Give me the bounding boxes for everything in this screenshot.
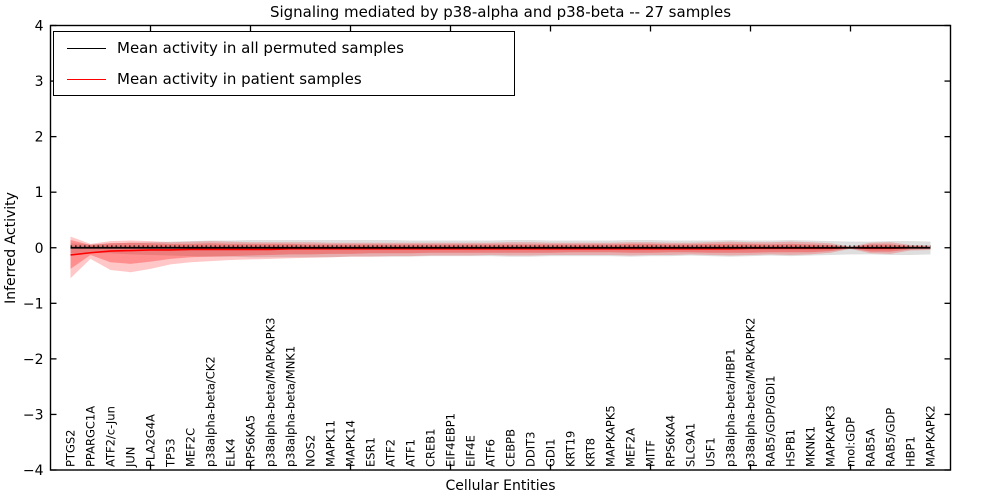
x-category-label: USF1 (704, 437, 718, 467)
x-category-label: p38alpha-beta/MAPKAPK3 (264, 318, 278, 468)
x-category-label: ESR1 (364, 437, 378, 467)
x-category-label: RPS6KA5 (244, 415, 258, 467)
x-category-label: MAPK14 (344, 420, 358, 467)
band-1-patient-samples-spread-outer- (70, 236, 931, 279)
x-category-label: MITF (644, 440, 658, 467)
x-category-label: p38alpha-beta/MNK1 (284, 346, 298, 467)
y-tick-label: −4 (23, 463, 44, 479)
y-tick-label: 3 (35, 74, 44, 90)
x-category-label: EIF4EBP1 (444, 413, 458, 467)
x-category-label: PPARGC1A (84, 406, 98, 467)
y-tick-label: −1 (23, 296, 44, 312)
x-category-label: ATF2/c-Jun (104, 406, 118, 467)
x-category-label: RAB5A (864, 428, 878, 467)
legend-box: Mean activity in all permuted samples Me… (53, 31, 515, 96)
x-category-label: mol:GDP (844, 417, 858, 467)
x-category-label: KRT19 (564, 431, 578, 467)
x-category-label: EIF4E (464, 435, 478, 467)
permuted-line-swatch (67, 47, 106, 49)
legend-entry-permuted: Mean activity in all permuted samples (54, 33, 514, 63)
x-category-label: RAB5/GDP/GDI1 (764, 375, 778, 467)
x-category-label: p38alpha-beta/CK2 (204, 356, 218, 467)
y-tick-label: 2 (35, 130, 44, 146)
x-category-label: KRT8 (584, 438, 598, 467)
x-category-label: p38alpha-beta/MAPKAPK2 (744, 318, 758, 468)
x-category-label: TP53 (164, 438, 178, 468)
x-category-label: SLC9A1 (684, 423, 698, 467)
chart-title: Signaling mediated by p38-alpha and p38-… (269, 3, 732, 21)
x-category-label: CREB1 (424, 429, 438, 468)
x-category-label: MKNK1 (804, 426, 818, 467)
legend-entry-patient: Mean activity in patient samples (54, 64, 514, 94)
y-tick-label: 0 (35, 241, 44, 257)
x-category-label: ATF1 (404, 439, 418, 467)
y-tick-label: 1 (35, 185, 44, 201)
x-category-label: MAPKAPK3 (824, 405, 838, 467)
x-category-label: HBP1 (904, 436, 918, 467)
x-category-label: PTGS2 (64, 430, 78, 468)
legend-label-permuted: Mean activity in all permuted samples (117, 39, 404, 57)
patient-line-swatch (67, 78, 106, 80)
x-category-label: MEF2A (624, 428, 638, 467)
x-category-label: p38alpha-beta/HBP1 (724, 348, 738, 467)
x-category-label: JUN (124, 447, 138, 468)
x-axis-label: Cellular Entities (445, 478, 556, 494)
x-category-label: GDI1 (544, 439, 558, 467)
x-category-label: ATF2 (384, 439, 398, 467)
y-tick-label: −3 (23, 407, 44, 423)
legend-label-patient: Mean activity in patient samples (117, 70, 362, 88)
y-tick-label: 4 (35, 19, 44, 35)
x-category-label: RAB5/GDP (884, 408, 898, 467)
x-category-label: MEF2C (184, 428, 198, 467)
x-category-label: MAPK11 (324, 420, 338, 467)
x-category-label: CEBPB (504, 429, 518, 467)
x-category-label: RPS6KA4 (664, 415, 678, 467)
x-category-label: PLA2G4A (144, 414, 158, 467)
x-category-label: MAPKAPK2 (924, 405, 938, 467)
y-tick-label: −2 (23, 352, 44, 368)
x-category-label: NOS2 (304, 435, 318, 467)
x-category-label: DDIT3 (524, 432, 538, 467)
y-axis-label: Inferred Activity (3, 192, 19, 304)
x-category-label: HSPB1 (784, 429, 798, 467)
x-category-label: MAPKAPK5 (604, 405, 618, 467)
x-category-label: ELK4 (224, 438, 238, 467)
x-category-label: ATF6 (484, 439, 498, 467)
